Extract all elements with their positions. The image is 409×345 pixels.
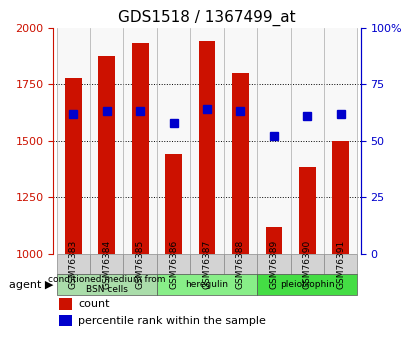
FancyBboxPatch shape [256,254,290,274]
Text: conditioned medium from
BSN cells: conditioned medium from BSN cells [48,275,165,294]
FancyBboxPatch shape [223,254,256,274]
FancyBboxPatch shape [157,274,256,295]
Bar [65,78,81,254]
FancyBboxPatch shape [256,274,357,295]
Text: GSM76383: GSM76383 [69,239,78,289]
Text: GSM76390: GSM76390 [302,239,311,289]
Bar [231,73,248,254]
Bar [256,28,290,254]
Bar [123,28,157,254]
Text: agent ▶: agent ▶ [9,279,53,289]
FancyBboxPatch shape [123,254,157,274]
Bar [190,28,223,254]
Bar [290,28,323,254]
Bar [165,154,182,254]
Bar [59,298,72,310]
FancyBboxPatch shape [323,254,357,274]
Text: GSM76389: GSM76389 [269,239,278,289]
Bar [90,28,123,254]
Text: GSM76387: GSM76387 [202,239,211,289]
FancyBboxPatch shape [190,254,223,274]
FancyBboxPatch shape [56,274,157,295]
Text: GSM76385: GSM76385 [135,239,144,289]
FancyBboxPatch shape [56,254,90,274]
Text: GSM76386: GSM76386 [169,239,178,289]
Bar [298,167,315,254]
Text: pleiotrophin: pleiotrophin [279,280,334,289]
Text: count: count [78,299,109,309]
Text: GSM76388: GSM76388 [236,239,244,289]
Text: GSM76391: GSM76391 [335,239,344,289]
Bar [332,141,348,254]
Bar [59,315,72,326]
FancyBboxPatch shape [157,254,190,274]
Bar [323,28,357,254]
Bar [223,28,256,254]
Text: percentile rank within the sample: percentile rank within the sample [78,316,265,326]
FancyBboxPatch shape [290,254,323,274]
Text: heregulin: heregulin [185,280,228,289]
Bar [132,43,148,254]
Bar [157,28,190,254]
Bar [56,28,90,254]
FancyBboxPatch shape [90,254,123,274]
Title: GDS1518 / 1367499_at: GDS1518 / 1367499_at [118,10,295,26]
Bar [98,56,115,254]
Text: GSM76384: GSM76384 [102,239,111,288]
Bar [198,41,215,254]
Bar [265,227,281,254]
